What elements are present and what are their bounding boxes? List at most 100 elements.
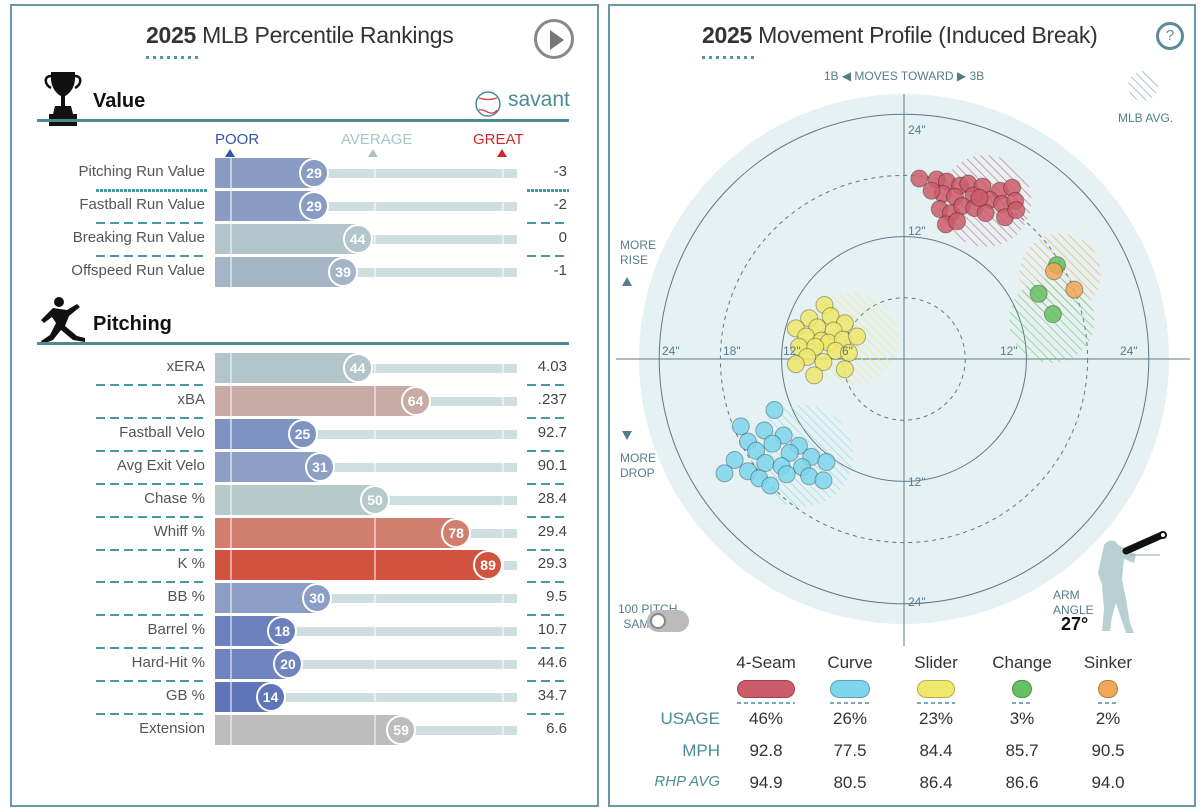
bar-fill [215, 583, 317, 614]
average-marker-icon [368, 149, 378, 157]
percentile-badge[interactable]: 20 [273, 649, 303, 680]
pitch-color-swatch [1012, 680, 1032, 698]
savant-logo[interactable]: savant [508, 88, 570, 111]
movement-chart: 24" 12" 12" 24" 24" 18" 12" 6" 12" 24" 1B ◀ MOVES … [616, 69, 1190, 646]
percentile-badge[interactable]: 78 [441, 517, 472, 548]
row-separator [527, 416, 569, 419]
row-separator [96, 515, 208, 518]
bar-marker [502, 418, 504, 449]
metric-value: -3 [553, 163, 567, 180]
pitch-point [817, 453, 836, 472]
percentile-bar: 44 [215, 353, 517, 383]
swatch-underline [1098, 702, 1118, 704]
bar-fill [215, 353, 358, 383]
pitch-color-swatch [917, 680, 955, 698]
mph-row-label: MPH [682, 741, 720, 760]
metric-label: GB % [165, 687, 205, 704]
percentile-badge[interactable]: 50 [360, 484, 390, 515]
bar-fill [215, 714, 402, 745]
pitch-point [1043, 305, 1062, 324]
mlb-avg-legend-icon [1128, 71, 1158, 101]
arrow-down-icon [622, 431, 632, 440]
percentile-badge[interactable]: 14 [255, 682, 286, 712]
great-marker-icon [497, 149, 507, 157]
percentile-bar: 29 [215, 158, 517, 188]
row-separator [527, 189, 569, 192]
help-button[interactable]: ? [1156, 22, 1184, 50]
pitch-color-swatch [737, 680, 795, 698]
percentile-badge[interactable]: 18 [267, 616, 298, 647]
percentile-bar: 59 [215, 714, 517, 745]
percentile-bar: 29 [215, 191, 517, 221]
bar-marker [374, 353, 376, 383]
bar-marker [502, 158, 504, 188]
metric-value: 9.5 [546, 588, 567, 606]
metric-label: xBA [177, 390, 205, 408]
bar-marker [502, 550, 504, 581]
percentile-badge[interactable]: 31 [304, 451, 335, 482]
row-separator [96, 647, 208, 650]
pitch-point [976, 204, 995, 223]
pitch-usage: 3% [1009, 709, 1035, 728]
metric-label: K % [177, 555, 205, 573]
bar-track [215, 594, 517, 604]
bar-marker [230, 649, 232, 680]
percentile-badge[interactable]: 89 [473, 550, 504, 581]
ring-label: 24" [908, 595, 926, 609]
title-underline [146, 56, 198, 59]
percentile-badge[interactable]: 39 [328, 257, 359, 287]
bar-fill [215, 385, 416, 416]
bar-marker [230, 418, 232, 449]
bar-marker [374, 550, 376, 581]
more-drop-label: DROP [620, 466, 655, 480]
metric-label: BB % [167, 588, 205, 606]
swatch-underline [917, 702, 955, 704]
bar-marker [230, 353, 232, 383]
bar-track [215, 429, 517, 439]
metric-value: 90.1 [537, 456, 567, 474]
play-icon [550, 30, 564, 50]
metric-label: Fastball Velo [119, 423, 205, 441]
pitch-point [848, 327, 867, 346]
metric-label: Offspeed Run Value [71, 262, 205, 279]
percentile-badge[interactable]: 44 [342, 224, 373, 254]
pitch-point [747, 441, 766, 460]
play-button[interactable] [534, 19, 574, 59]
percentile-badge[interactable]: 25 [287, 418, 318, 449]
usage-row-label: USAGE [660, 709, 720, 728]
pitch-point [1007, 201, 1026, 220]
ring-label: 24" [908, 123, 926, 137]
row-separator [96, 581, 208, 584]
sample-toggle[interactable] [647, 610, 689, 632]
percentile-badge[interactable]: 30 [302, 583, 332, 614]
percentile-badge[interactable]: 29 [299, 158, 330, 188]
pitch-usage: 46% [748, 709, 784, 728]
row-separator [527, 222, 569, 224]
percentile-bar: 20 [215, 649, 517, 680]
percentile-badge[interactable]: 44 [342, 353, 373, 383]
pitch-point [731, 417, 750, 436]
bar-fill [215, 517, 457, 548]
percentile-badge[interactable]: 64 [400, 385, 431, 416]
metric-value: 0 [558, 229, 567, 246]
pitch-point [780, 443, 799, 462]
bar-marker [230, 224, 232, 254]
bar-track [215, 693, 517, 702]
pitch-mph: 90.5 [1091, 741, 1125, 760]
pitch-rhp-avg: 86.4 [919, 773, 953, 792]
rhp-avg-row-label: RHP AVG [654, 773, 720, 790]
pitch-color-swatch [830, 680, 870, 698]
percentile-badge[interactable]: 29 [299, 191, 330, 221]
pitch-point [910, 169, 929, 188]
metric-value: 29.3 [537, 555, 567, 573]
pitch-color-swatch [1098, 680, 1118, 698]
pitch-usage: 2% [1095, 709, 1121, 728]
pitch-point [761, 476, 780, 495]
arm-label-line1: ARM [1053, 588, 1080, 602]
bar-fill [215, 451, 320, 482]
row-separator [96, 548, 208, 551]
percentile-badge[interactable]: 59 [386, 714, 417, 745]
percentile-bar: 25 [215, 418, 517, 449]
bar-marker [502, 583, 504, 614]
metric-value: 10.7 [537, 621, 567, 639]
